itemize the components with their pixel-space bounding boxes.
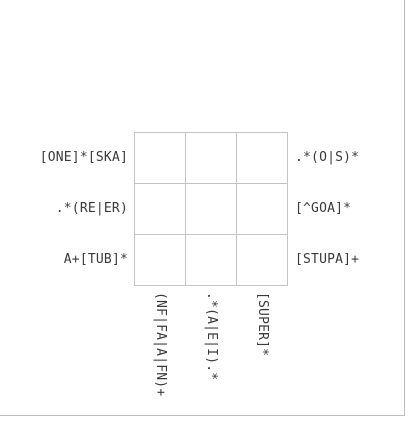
crossword-grid <box>134 132 288 286</box>
right-clue-row1: .*(O|S)* <box>295 150 360 165</box>
grid-cell-r2c2[interactable] <box>186 184 237 235</box>
grid-cell-r3c3[interactable] <box>237 235 288 286</box>
grid-cell-r3c1[interactable] <box>135 235 186 286</box>
grid-cell-r3c2[interactable] <box>186 235 237 286</box>
right-clue-row3: [STUPA]+ <box>295 252 360 267</box>
grid-cell-r1c2[interactable] <box>186 133 237 184</box>
grid-cell-r1c1[interactable] <box>135 133 186 184</box>
left-clue-row3: A+[TUB]* <box>63 252 128 267</box>
grid-cell-r2c3[interactable] <box>237 184 288 235</box>
grid-cell-r2c1[interactable] <box>135 184 186 235</box>
left-clue-row1: [ONE]*[SKA] <box>39 150 128 165</box>
left-clue-row2: .*(RE|ER) <box>55 201 128 216</box>
bottom-clue-col2: .*(A|E|I).* <box>204 292 219 381</box>
grid-cell-r1c3[interactable] <box>237 133 288 184</box>
bottom-clue-col3: [SUPER]* <box>255 292 270 357</box>
right-clue-row2: [^GOA]* <box>295 201 352 216</box>
bottom-clue-col1: (NF|FA|A|FN)+ <box>153 292 168 397</box>
